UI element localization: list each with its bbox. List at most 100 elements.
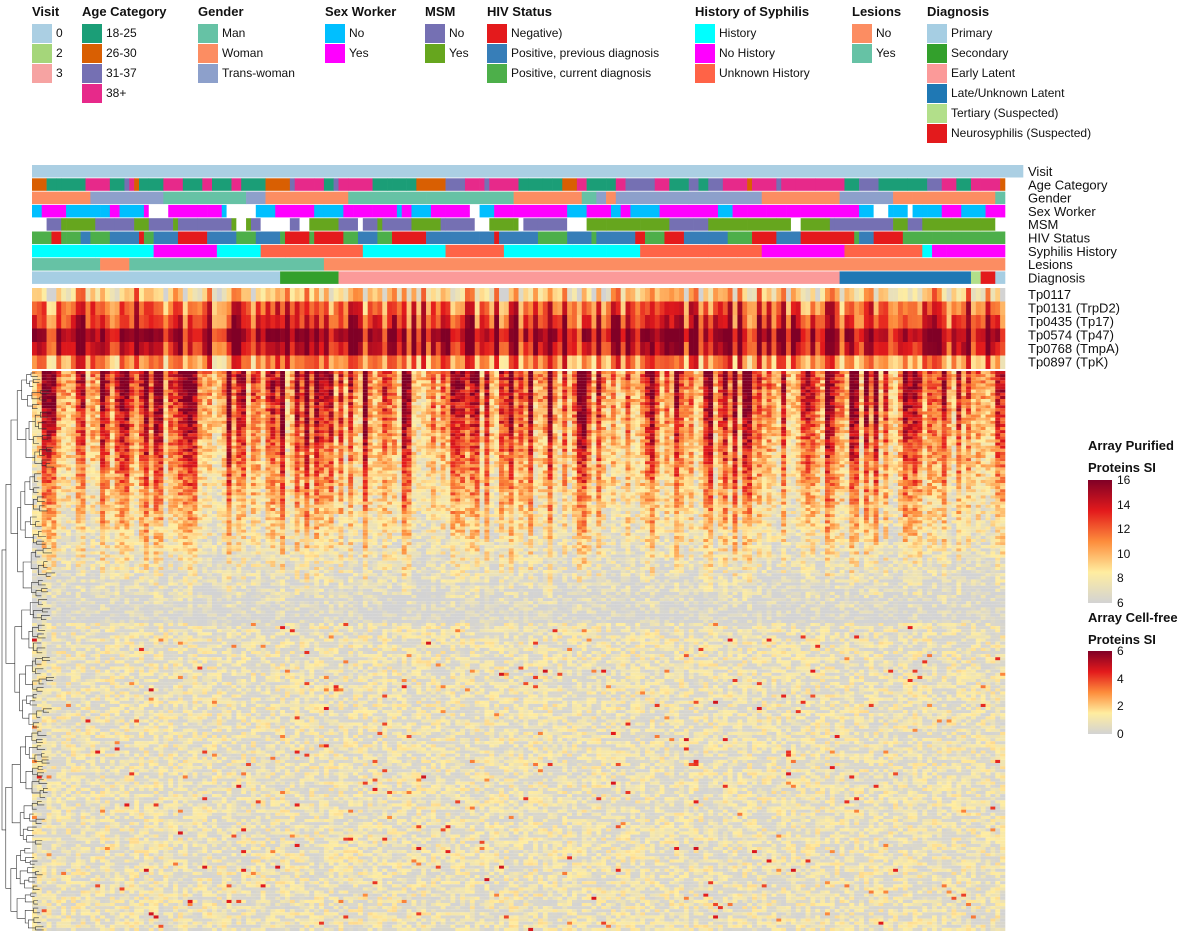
protein-cell <box>966 328 972 342</box>
cell-free-cell <box>815 371 821 375</box>
cell-free-cell <box>309 389 315 393</box>
cell-free-cell <box>820 395 826 399</box>
cell-free-cell <box>591 386 597 390</box>
cell-free-cell <box>863 395 870 399</box>
cell-free-cell <box>168 383 174 387</box>
protein-cell <box>372 342 378 356</box>
cell-free-cell <box>562 402 568 406</box>
cell-free-cell <box>367 420 373 424</box>
cell-free-cell <box>1000 380 1006 384</box>
protein-cell <box>32 355 38 369</box>
cell-free-cell <box>503 389 510 393</box>
cell-free-cell <box>348 377 354 381</box>
cell-free-cell <box>946 377 952 381</box>
cell-free-cell <box>95 389 101 393</box>
cell-free-cell <box>586 395 592 399</box>
cell-free-cell <box>163 371 169 375</box>
annotation-msm <box>790 218 801 231</box>
cell-free-cell <box>941 414 947 418</box>
cell-free-cell <box>484 386 490 390</box>
cell-free-cell <box>328 374 334 378</box>
cell-free-cell <box>625 414 631 418</box>
cell-free-cell <box>615 417 621 421</box>
legend-label: Positive, previous diagnosis <box>511 46 659 60</box>
protein-cell <box>455 315 461 329</box>
cell-free-cell <box>440 417 446 421</box>
cell-free-cell <box>75 399 81 403</box>
cell-free-cell <box>66 374 72 378</box>
protein-cell <box>66 288 72 302</box>
protein-cell <box>367 315 373 329</box>
cell-free-cell <box>562 383 568 387</box>
annotation-age-category <box>980 178 1001 191</box>
cell-free-cell <box>469 408 476 412</box>
annotation-sex-worker <box>148 204 169 218</box>
cell-free-cell <box>284 399 291 403</box>
cell-free-cell <box>250 392 257 396</box>
cell-free-cell <box>357 371 364 375</box>
legend-label: Woman <box>222 46 263 60</box>
cell-free-cell <box>95 374 101 378</box>
protein-cell <box>878 355 884 369</box>
protein-cell <box>542 328 548 342</box>
cell-free-cell <box>484 420 490 424</box>
protein-cell <box>659 355 665 369</box>
cell-free-cell <box>104 383 111 387</box>
cell-free-cell <box>479 383 485 387</box>
cell-free-cell <box>304 386 310 390</box>
cell-free-cell <box>995 383 1001 387</box>
cell-free-cell <box>610 395 617 399</box>
cell-free-cell <box>343 408 349 412</box>
cell-free-cell <box>143 408 150 412</box>
cell-free-cell <box>289 411 296 415</box>
cell-free-cell <box>139 405 145 409</box>
protein-cell <box>747 301 753 315</box>
cell-free-cell <box>75 392 81 396</box>
cell-free-cell <box>396 392 403 396</box>
annotation-age-category <box>576 178 587 191</box>
cell-free-cell <box>756 392 763 396</box>
cell-free-cell <box>722 374 728 378</box>
protein-cell <box>280 342 286 356</box>
cell-free-cell <box>226 420 232 424</box>
cell-free-cell <box>148 392 154 396</box>
cell-free-cell <box>192 399 198 403</box>
protein-cell <box>868 315 874 329</box>
annotation-sex-worker <box>207 204 223 218</box>
cell-free-cell <box>289 392 296 396</box>
protein-cell <box>674 288 680 302</box>
cell-free-cell <box>927 405 933 409</box>
cell-free-cell <box>182 389 188 393</box>
protein-cell <box>606 315 612 329</box>
cell-free-cell <box>207 402 213 406</box>
protein-cell <box>620 288 626 302</box>
annotation-sex-worker <box>197 204 208 218</box>
cell-free-cell <box>392 395 398 399</box>
protein-cell <box>576 301 583 315</box>
protein-cell <box>353 315 359 329</box>
protein-cell <box>606 355 612 369</box>
protein-cell <box>362 328 368 342</box>
cell-free-cell <box>489 417 495 421</box>
cell-free-cell <box>362 380 368 384</box>
cell-free-cell <box>314 405 320 409</box>
cell-free-cell <box>771 380 777 384</box>
protein-cell <box>275 328 281 342</box>
cell-free-cell <box>523 392 529 396</box>
cell-free-cell <box>975 371 981 375</box>
cell-free-cell <box>36 395 43 399</box>
protein-cell <box>980 315 986 329</box>
cell-free-cell <box>722 408 728 412</box>
cell-free-cell <box>129 405 135 409</box>
protein-cell <box>557 342 563 356</box>
annotation-age-category <box>698 178 709 191</box>
legend-lesions: Lesions No Yes <box>852 4 901 63</box>
cell-free-cell <box>547 405 553 409</box>
cell-free-cell <box>367 386 373 390</box>
protein-cell <box>878 342 884 356</box>
protein-cell <box>800 342 806 356</box>
cell-free-cell <box>508 392 514 396</box>
protein-cell <box>854 328 860 342</box>
cell-free-cell <box>333 383 339 387</box>
cell-free-cell <box>265 414 271 418</box>
